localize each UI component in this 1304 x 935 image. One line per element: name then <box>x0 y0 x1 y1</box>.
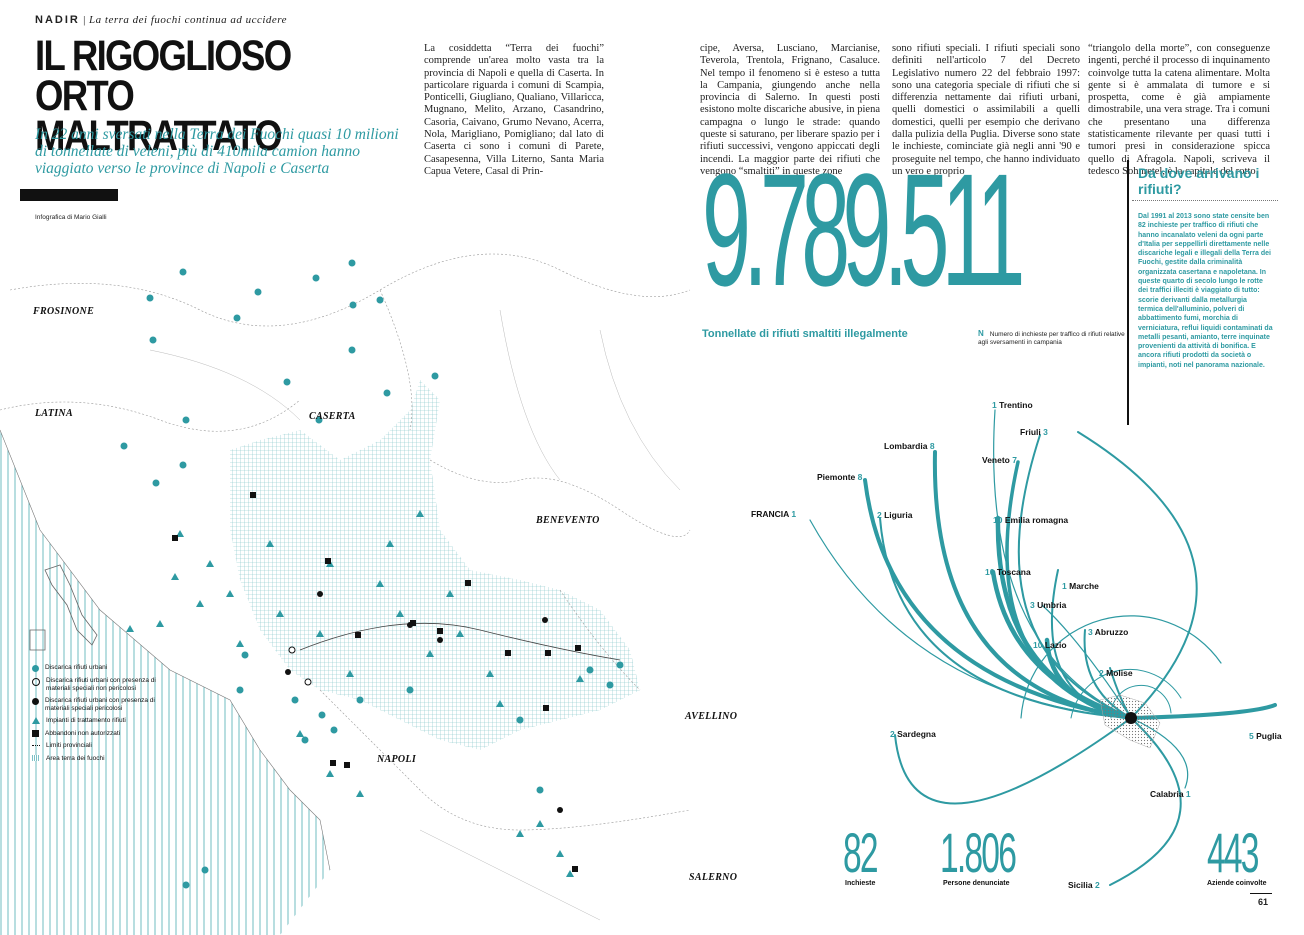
map-markers-nonhazardous-landfills <box>288 646 312 686</box>
waste-flow-diagram <box>809 409 1277 886</box>
page-number-rule <box>1250 893 1272 894</box>
map-markers-landfills <box>120 259 624 889</box>
region-label-marche: 1 Marche <box>1062 581 1099 591</box>
running-header: NADIR | La terra dei fuochi continua ad … <box>35 14 287 26</box>
legend-label: Abbandoni non autorizzati <box>45 729 121 737</box>
destination-marker <box>1125 712 1137 724</box>
campania-map <box>0 253 691 935</box>
region-label-umbria: 3 Umbria <box>1030 600 1067 610</box>
legend-label: Discarica rifiuti urbani <box>45 664 108 671</box>
region-label-emilia-romagna: 10 Emilia romagna <box>993 515 1069 525</box>
sidebar-text: Dal 1991 al 2013 sono state censite ben … <box>1138 213 1273 369</box>
map-legend: Discarica rifiuti urbani Discarica rifiu… <box>32 664 157 762</box>
map-markers-unauthorized-dumps <box>172 492 581 872</box>
teal-triangle-icon <box>32 717 40 724</box>
legend-item: Discarica rifiuti urbani con presenza di… <box>32 677 157 692</box>
page-title: IL RIGOGLIOSO ORTO MALTRATTATO <box>35 35 350 158</box>
legend-item: Discarica rifiuti urbani <box>32 664 157 672</box>
region-label-molise: 2 Molise <box>1099 668 1133 678</box>
black-bar-divider <box>20 189 118 201</box>
terra-dei-fuochi-area <box>230 380 640 750</box>
map-markers-treatment-plants <box>126 510 584 877</box>
legend-item: Abbandoni non autorizzati <box>32 729 157 738</box>
region-label-calabria: Calabria 1 <box>1150 789 1191 799</box>
map-markers-hazardous-landfills <box>285 591 563 813</box>
n-legend-note: N Numero di inchieste per traffico di rif… <box>978 330 1128 347</box>
region-label-piemonte: Piemonte 8 <box>817 472 863 482</box>
title-line-2: MALTRATTATO <box>35 112 283 160</box>
map-label-napoli: NAPOLI <box>377 754 417 765</box>
black-dot-icon <box>32 698 39 705</box>
legend-item: Discarica rifiuti urbani con presenza di… <box>32 697 157 712</box>
stat-denunciate-value: 1.806 <box>940 821 1017 884</box>
big-number: 9.789.511 <box>702 140 1025 319</box>
stat-inchieste-value: 82 <box>843 821 879 884</box>
infographic-credit: Infografica di Mario Gialli <box>35 214 107 221</box>
stat-inchieste-label: Inchieste <box>845 880 876 887</box>
map-label-frosinone: FROSINONE <box>33 306 95 317</box>
region-label-abruzzo: 3 Abruzzo <box>1088 627 1129 637</box>
dotted-line-icon <box>32 745 40 747</box>
header-kicker: La terra dei fuochi continua ad uccidere <box>89 14 288 26</box>
page-number: 61 <box>1258 897 1269 907</box>
stat-denunciate-label: Persone denunciate <box>943 880 1010 887</box>
region-label-liguria: 2 Liguria <box>877 510 913 520</box>
map-label-salerno: SALERNO <box>689 872 738 883</box>
open-circle-icon <box>32 678 40 686</box>
region-label-toscana: 10 Toscana <box>985 567 1031 577</box>
title-line-1: IL RIGOGLIOSO ORTO <box>35 32 292 120</box>
region-label-friuli: Friuli 3 <box>1020 427 1048 437</box>
subtitle: In 22 anni sversati nella Terra dei Fuoc… <box>35 126 399 177</box>
region-label-francia: FRANCIA 1 <box>751 509 797 519</box>
region-label-lombardia: Lombardia 8 <box>884 441 935 451</box>
body-column-3: sono rifiuti speciali. I rifiuti special… <box>892 43 1080 177</box>
sea-area <box>0 430 330 935</box>
legend-label: Discarica rifiuti urbani con presenza di… <box>46 677 156 692</box>
section-name: NADIR <box>35 14 80 26</box>
map-label-caserta: CASERTA <box>309 411 356 422</box>
n-note-text: Numero di inchieste per traffico di rifi… <box>978 331 1125 346</box>
body-column-2: cipe, Aversa, Lusciano, Marcianise, Teve… <box>700 43 880 177</box>
map-label-avellino: AVELLINO <box>685 711 738 722</box>
region-label-lazio: 10 Lazio <box>1033 640 1067 650</box>
region-label-sardegna: 2 Sardegna <box>890 729 936 739</box>
header-separator: | <box>83 14 90 26</box>
big-number-caption: Tonnellate di rifiuti smaltiti illegalme… <box>702 328 908 340</box>
map-label-benevento: BENEVENTO <box>536 515 600 526</box>
italy-inset <box>29 564 98 651</box>
sidebar-title: Da dove arrivano i rifiuti? <box>1138 165 1260 197</box>
region-label-trentino: 1 Trentino <box>992 400 1033 410</box>
coastline <box>0 429 331 871</box>
legend-label: Limiti provinciali <box>46 742 92 749</box>
region-label-sicilia: Sicilia 2 <box>1068 880 1100 890</box>
body-column-1: La cosiddetta “Terra dei fuochi” compren… <box>424 43 604 177</box>
map-label-latina: LATINA <box>35 408 73 419</box>
region-label-veneto: Veneto 7 <box>982 455 1017 465</box>
legend-label: Discarica rifiuti urbani con presenza di… <box>45 697 155 712</box>
sidebar-box <box>1127 160 1289 425</box>
n-symbol: N <box>978 329 984 338</box>
hatch-icon <box>32 754 40 761</box>
sidebar-divider <box>1132 200 1278 201</box>
legend-item: Limiti provinciali <box>32 742 157 750</box>
legend-label: Impianti di trattamento rifiuti <box>46 717 126 724</box>
legend-item: Area terra dei fuochi <box>32 754 157 763</box>
stat-aziende-label: Aziende coinvolte <box>1207 880 1267 887</box>
legend-item: Impianti di trattamento rifiuti <box>32 717 157 725</box>
body-column-4: “triangolo della morte”, con conseguenze… <box>1088 43 1270 177</box>
legend-label: Area terra dei fuochi <box>46 754 105 762</box>
stat-aziende-value: 443 <box>1207 821 1259 884</box>
black-square-icon <box>32 729 39 737</box>
region-label-puglia: 5 Puglia <box>1249 731 1282 741</box>
teal-dot-icon <box>32 665 39 672</box>
